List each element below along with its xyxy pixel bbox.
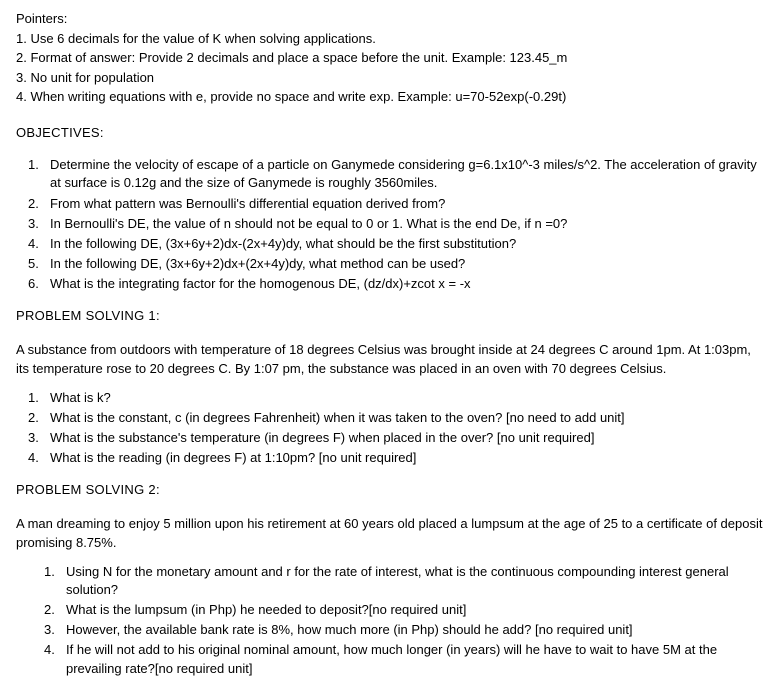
item-text: From what pattern was Bernoulli's differ… (50, 195, 767, 213)
item-number: 2. (28, 409, 50, 427)
item-number: 2. (44, 601, 66, 619)
item-text: However, the available bank rate is 8%, … (66, 621, 767, 639)
pointer-item: 3. No unit for population (16, 69, 767, 87)
item-number: 6. (28, 275, 50, 293)
item-text: In the following DE, (3x+6y+2)dx-(2x+4y)… (50, 235, 767, 253)
objective-item: 2. From what pattern was Bernoulli's dif… (28, 195, 767, 213)
ps1-item: 1. What is k? (28, 389, 767, 407)
objective-item: 1. Determine the velocity of escape of a… (28, 156, 767, 192)
item-number: 4. (28, 235, 50, 253)
pointer-item: 1. Use 6 decimals for the value of K whe… (16, 30, 767, 48)
ps2-list: 1. Using N for the monetary amount and r… (44, 563, 767, 678)
item-text: If he will not add to his original nomin… (66, 641, 767, 677)
objective-item: 5. In the following DE, (3x+6y+2)dx+(2x+… (28, 255, 767, 273)
ps2-item: 1. Using N for the monetary amount and r… (44, 563, 767, 599)
ps2-item: 2. What is the lumpsum (in Php) he neede… (44, 601, 767, 619)
item-number: 1. (28, 389, 50, 407)
ps1-list: 1. What is k? 2. What is the constant, c… (28, 389, 767, 468)
item-number: 2. (28, 195, 50, 213)
pointer-item: 2. Format of answer: Provide 2 decimals … (16, 49, 767, 67)
problem-solving-2-para: A man dreaming to enjoy 5 million upon h… (16, 514, 767, 553)
item-number: 3. (44, 621, 66, 639)
item-number: 3. (28, 215, 50, 233)
objective-item: 6. What is the integrating factor for th… (28, 275, 767, 293)
item-text: In the following DE, (3x+6y+2)dx+(2x+4y)… (50, 255, 767, 273)
item-text: What is k? (50, 389, 767, 407)
problem-solving-1-para: A substance from outdoors with temperatu… (16, 340, 767, 379)
objective-item: 3. In Bernoulli's DE, the value of n sho… (28, 215, 767, 233)
objective-item: 4. In the following DE, (3x+6y+2)dx-(2x+… (28, 235, 767, 253)
item-number: 3. (28, 429, 50, 447)
problem-solving-2-header: PROBLEM SOLVING 2: (16, 481, 767, 499)
item-number: 5. (28, 255, 50, 273)
item-text: What is the constant, c (in degrees Fahr… (50, 409, 767, 427)
item-text: What is the reading (in degrees F) at 1:… (50, 449, 767, 467)
item-number: 1. (44, 563, 66, 599)
item-text: What is the substance's temperature (in … (50, 429, 767, 447)
ps1-item: 3. What is the substance's temperature (… (28, 429, 767, 447)
item-text: What is the integrating factor for the h… (50, 275, 767, 293)
pointer-item: 4. When writing equations with e, provid… (16, 88, 767, 106)
objectives-list: 1. Determine the velocity of escape of a… (28, 156, 767, 293)
item-text: What is the lumpsum (in Php) he needed t… (66, 601, 767, 619)
problem-solving-1-header: PROBLEM SOLVING 1: (16, 307, 767, 325)
item-number: 4. (28, 449, 50, 467)
pointers-header: Pointers: (16, 10, 767, 28)
ps2-item: 4. If he will not add to his original no… (44, 641, 767, 677)
item-text: Using N for the monetary amount and r fo… (66, 563, 767, 599)
ps1-item: 2. What is the constant, c (in degrees F… (28, 409, 767, 427)
ps1-item: 4. What is the reading (in degrees F) at… (28, 449, 767, 467)
item-number: 4. (44, 641, 66, 677)
item-number: 1. (28, 156, 50, 192)
objectives-header: OBJECTIVES: (16, 124, 767, 142)
item-text: Determine the velocity of escape of a pa… (50, 156, 767, 192)
ps2-item: 3. However, the available bank rate is 8… (44, 621, 767, 639)
item-text: In Bernoulli's DE, the value of n should… (50, 215, 767, 233)
